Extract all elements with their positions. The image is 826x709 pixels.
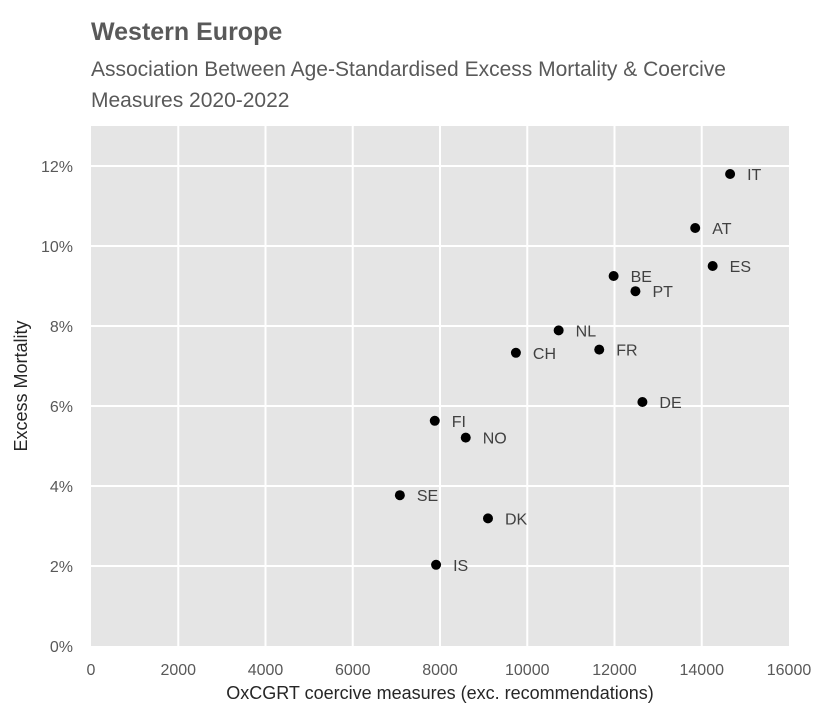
data-point-es [707, 261, 718, 271]
data-point-pt [630, 286, 641, 297]
x-tick-label: 16000 [767, 662, 812, 679]
data-label-no: NO [483, 431, 507, 448]
data-point-fr [594, 344, 605, 355]
y-axis-ticks: 0% 2% 4% 6% 8% 10% 12% [41, 159, 73, 656]
data-label-nl: NL [576, 323, 597, 340]
y-tick-label: 0% [50, 639, 73, 656]
y-tick-label: 6% [50, 399, 73, 416]
data-label-fi: FI [452, 414, 466, 431]
gridlines [91, 126, 789, 646]
x-axis-ticks: 0 2000 4000 6000 8000 10000 12000 14000 16000 [87, 662, 812, 679]
x-tick-label: 12000 [592, 662, 637, 679]
x-tick-label: 6000 [335, 662, 371, 679]
x-axis-label: OxCGRT coercive measures (exc. recommend… [226, 683, 653, 703]
data-label-dk: DK [505, 511, 528, 528]
chart-subtitle: Association Between Age-Standardised Exc… [91, 58, 726, 112]
data-label-se: SE [417, 488, 438, 505]
data-point-fi [429, 415, 440, 426]
x-tick-label: 10000 [505, 662, 550, 679]
chart-title: Western Europe [91, 18, 283, 46]
data-point-is [431, 559, 442, 570]
data-point-ch [510, 347, 521, 358]
x-tick-label: 4000 [248, 662, 284, 679]
data-label-de: DE [659, 395, 681, 412]
data-point-it [725, 169, 736, 179]
x-tick-label: 2000 [160, 662, 196, 679]
y-tick-label: 8% [50, 319, 73, 336]
data-point-se [394, 490, 405, 501]
data-label-at: AT [712, 221, 731, 238]
x-tick-label: 0 [87, 662, 96, 679]
data-point-be [608, 271, 619, 281]
data-label-be: BE [631, 269, 652, 286]
data-label-es: ES [730, 259, 751, 276]
y-tick-label: 2% [50, 559, 73, 576]
data-point-nl [553, 325, 564, 336]
y-tick-label: 12% [41, 159, 73, 176]
x-tick-label: 8000 [422, 662, 458, 679]
y-tick-label: 10% [41, 239, 73, 256]
data-label-it: IT [747, 167, 761, 184]
y-axis-label: Excess Mortality [11, 320, 31, 451]
x-tick-label: 14000 [680, 662, 725, 679]
data-point-at [690, 223, 701, 233]
data-point-no [460, 432, 471, 443]
data-label-pt: PT [652, 284, 673, 301]
data-label-fr: FR [616, 343, 637, 360]
data-label-is: IS [453, 558, 468, 575]
data-point-de [637, 397, 648, 407]
data-point-dk [482, 513, 493, 524]
y-tick-label: 4% [50, 479, 73, 496]
data-label-ch: CH [533, 346, 556, 363]
